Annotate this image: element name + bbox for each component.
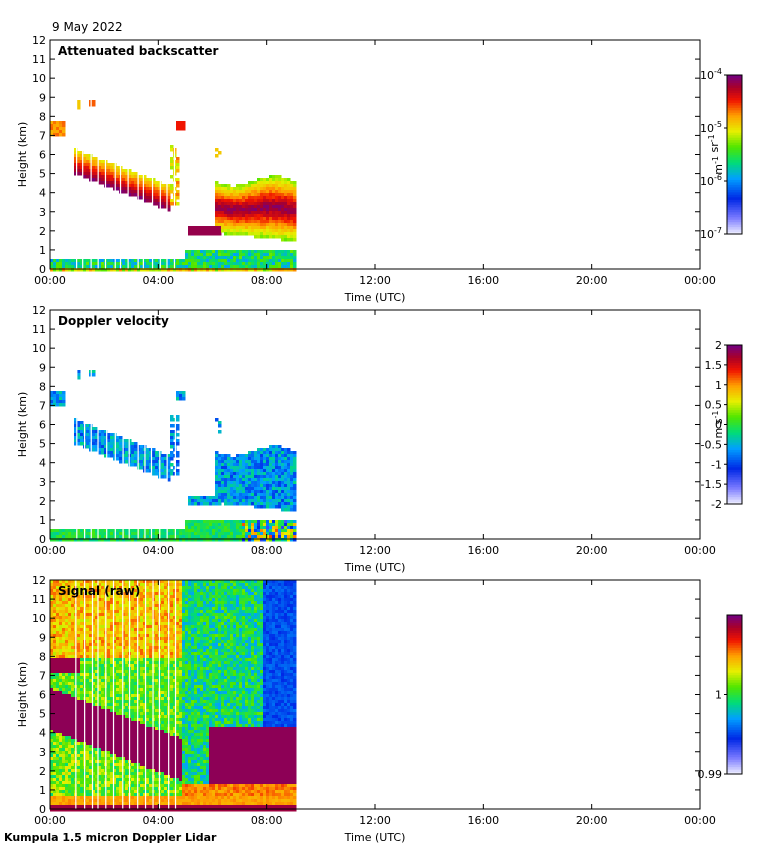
y-tick-label: 9 [39, 91, 46, 104]
x-tick-label: 12:00 [359, 274, 391, 287]
y-axis-label: Height (km) [16, 122, 29, 188]
y-tick-label: 11 [32, 323, 46, 336]
panel-title-3: Signal (raw) [58, 584, 140, 598]
x-tick-label: 04:00 [142, 274, 174, 287]
y-tick-label: 3 [39, 746, 46, 759]
x-tick-label: 20:00 [576, 274, 608, 287]
x-tick-label: 00:00 [684, 814, 716, 827]
y-tick-label: 4 [39, 457, 46, 470]
plot-frame-1 [49, 39, 701, 270]
y-tick-label: 1 [39, 784, 46, 797]
y-tick-label: 9 [39, 631, 46, 644]
colorbar-tick-label: -2 [711, 498, 722, 511]
date-label: 9 May 2022 [52, 20, 123, 34]
x-tick-label: 08:00 [251, 274, 283, 287]
y-tick-label: 5 [39, 168, 46, 181]
colorbar-tick-label: -1 [711, 458, 722, 471]
x-tick-label: 08:00 [251, 814, 283, 827]
colorbar-2: -2 -1.5 -1 -0.5 0 0.5 1 1.5 2 m s-1 [701, 339, 743, 511]
y-tick-label: 12 [32, 304, 46, 317]
panel-title-2: Doppler velocity [58, 314, 169, 328]
y-tick-label: 7 [39, 669, 46, 682]
y-tick-label: 8 [39, 650, 46, 663]
y-tick-label: 2 [39, 765, 46, 778]
x-tick-label: 12:00 [359, 814, 391, 827]
y-tick-label: 10 [32, 612, 46, 625]
x-axis-label: Time (UTC) [344, 831, 406, 844]
panel-title-1: Attenuated backscatter [58, 44, 218, 58]
colorbar-unit: m-1 sr-1 [707, 134, 725, 174]
heatmap-3 [50, 580, 297, 812]
y-tick-label: 5 [39, 708, 46, 721]
y-tick-label: 7 [39, 129, 46, 142]
colorbar-tick-label: 2 [715, 339, 722, 352]
y-tick-label: 0 [39, 803, 46, 816]
heatmap-2 [50, 310, 297, 542]
x-tick-label: 20:00 [576, 814, 608, 827]
colorbar-tick-label: 10-7 [700, 226, 722, 241]
y-tick-label: 11 [32, 593, 46, 606]
y-tick-label: 4 [39, 727, 46, 740]
colorbar-1: 10-710-610-510-4m-1 sr-1 [700, 67, 743, 241]
y-tick-label: 3 [39, 206, 46, 219]
panel-1: Attenuated backscatter012345678910111200… [16, 34, 716, 304]
y-tick-label: 1 [39, 514, 46, 527]
y-tick-label: 10 [32, 72, 46, 85]
y-tick-label: 8 [39, 110, 46, 123]
colorbar-tick-label: 10-4 [700, 67, 722, 82]
x-tick-label: 20:00 [576, 544, 608, 557]
x-tick-label: 16:00 [467, 274, 499, 287]
y-axis-label: Height (km) [16, 662, 29, 728]
colorbar-tick-label: 0 [715, 419, 722, 432]
y-tick-label: 12 [32, 574, 46, 587]
colorbar-tick-label: -0.5 [701, 438, 722, 451]
y-tick-label: 8 [39, 380, 46, 393]
x-tick-label: 16:00 [467, 544, 499, 557]
colorbar-tick-label: 0.5 [705, 399, 723, 412]
colorbar-unit: m s-1 [711, 411, 725, 439]
colorbar-tick-label: 1 [715, 689, 722, 702]
colorbar-tick-label: 0.99 [698, 768, 723, 781]
x-tick-label: 00:00 [684, 544, 716, 557]
x-tick-label: 04:00 [142, 814, 174, 827]
y-tick-label: 1 [39, 244, 46, 257]
colorbar-tick-label: -1.5 [701, 478, 722, 491]
colorbar-tick-label: 1.5 [705, 359, 723, 372]
x-axis-label: Time (UTC) [344, 291, 406, 304]
x-tick-label: 00:00 [684, 274, 716, 287]
y-axis-label: Height (km) [16, 392, 29, 458]
x-tick-label: 16:00 [467, 814, 499, 827]
instrument-label: Kumpula 1.5 micron Doppler Lidar [4, 831, 217, 844]
y-tick-label: 9 [39, 361, 46, 374]
y-tick-label: 2 [39, 495, 46, 508]
y-tick-label: 4 [39, 187, 46, 200]
y-tick-label: 7 [39, 399, 46, 412]
y-tick-label: 6 [39, 419, 46, 432]
x-tick-label: 08:00 [251, 544, 283, 557]
x-tick-label: 00:00 [34, 814, 66, 827]
heatmap-1 [50, 40, 297, 272]
x-axis-label: Time (UTC) [344, 561, 406, 574]
x-tick-label: 00:00 [34, 544, 66, 557]
y-tick-label: 10 [32, 342, 46, 355]
y-tick-label: 0 [39, 533, 46, 546]
y-tick-label: 3 [39, 476, 46, 489]
colorbar-tick-label: 1 [715, 379, 722, 392]
y-tick-label: 0 [39, 263, 46, 276]
x-tick-label: 12:00 [359, 544, 391, 557]
y-tick-label: 6 [39, 149, 46, 162]
colorbar-tick-label: 10-5 [700, 120, 722, 135]
y-tick-label: 2 [39, 225, 46, 238]
y-tick-label: 6 [39, 689, 46, 702]
colorbar-3: 0.99 1 [698, 614, 743, 781]
plot-frame-2 [49, 309, 701, 540]
y-tick-label: 12 [32, 34, 46, 47]
x-tick-label: 04:00 [142, 544, 174, 557]
y-tick-label: 5 [39, 438, 46, 451]
y-tick-label: 11 [32, 53, 46, 66]
x-tick-label: 00:00 [34, 274, 66, 287]
